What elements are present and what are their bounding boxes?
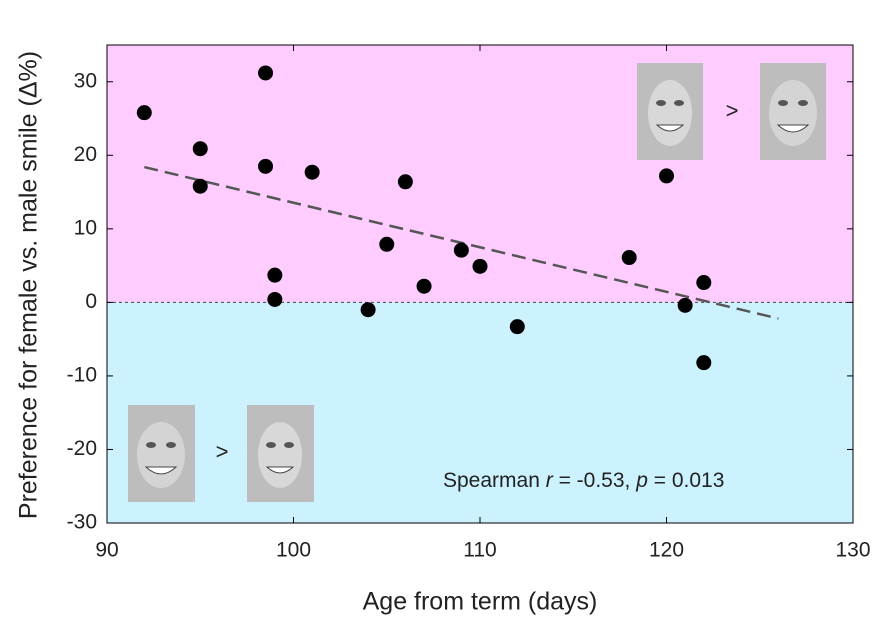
separator: > xyxy=(216,439,229,464)
y-tick-label: -10 xyxy=(67,363,97,386)
data-point xyxy=(360,302,376,318)
x-axis-label: Age from term (days) xyxy=(363,588,598,616)
data-point xyxy=(379,236,395,252)
y-tick-label: 30 xyxy=(74,69,97,92)
y-tick-label: -30 xyxy=(67,511,97,534)
data-point xyxy=(696,355,712,371)
data-point xyxy=(677,297,693,313)
data-point xyxy=(192,178,208,194)
y-axis-label: Preference for female vs. male smile (Δ%… xyxy=(15,51,43,519)
x-tick-label: 100 xyxy=(276,539,311,562)
plot-background xyxy=(107,45,853,523)
data-point xyxy=(258,65,274,81)
data-point xyxy=(397,174,413,190)
data-point xyxy=(659,168,674,184)
data-point xyxy=(267,291,283,307)
face-images: > > xyxy=(128,63,826,502)
separator: > xyxy=(726,98,739,123)
annotation-text: Spearman xyxy=(443,469,546,492)
lower-region xyxy=(107,302,853,523)
data-point xyxy=(453,242,469,258)
data-point xyxy=(192,141,208,157)
x-tick-label: 90 xyxy=(95,539,118,562)
y-tick-label: 0 xyxy=(85,290,97,313)
face-pair-top: > xyxy=(637,63,826,160)
data-point xyxy=(267,267,283,283)
data-point xyxy=(621,250,637,266)
data-point xyxy=(304,164,320,180)
data-point xyxy=(258,158,274,174)
face-male xyxy=(128,405,195,502)
annotation-text: r xyxy=(546,469,554,492)
annotation-text: = -0.53, xyxy=(553,469,636,492)
y-tick-label: -20 xyxy=(67,437,97,460)
data-point xyxy=(696,275,712,291)
data-point xyxy=(416,278,432,294)
face-pair-bottom: > xyxy=(128,405,314,502)
data-point xyxy=(472,258,488,274)
annotation: Spearman r = -0.53, p = 0.013 xyxy=(443,469,724,492)
data-point xyxy=(136,105,152,121)
face-female xyxy=(637,63,703,160)
x-tick-label: 120 xyxy=(649,539,684,562)
y-tick-label: 10 xyxy=(74,216,97,239)
annotation-text: = 0.013 xyxy=(648,469,724,492)
face-female xyxy=(247,405,314,502)
x-tick-label: 130 xyxy=(835,539,870,562)
y-tick-label: 20 xyxy=(74,143,97,166)
face-male xyxy=(760,63,826,160)
x-tick-label: 110 xyxy=(463,539,496,562)
data-point xyxy=(509,319,525,335)
annotation-text: p xyxy=(635,469,648,492)
